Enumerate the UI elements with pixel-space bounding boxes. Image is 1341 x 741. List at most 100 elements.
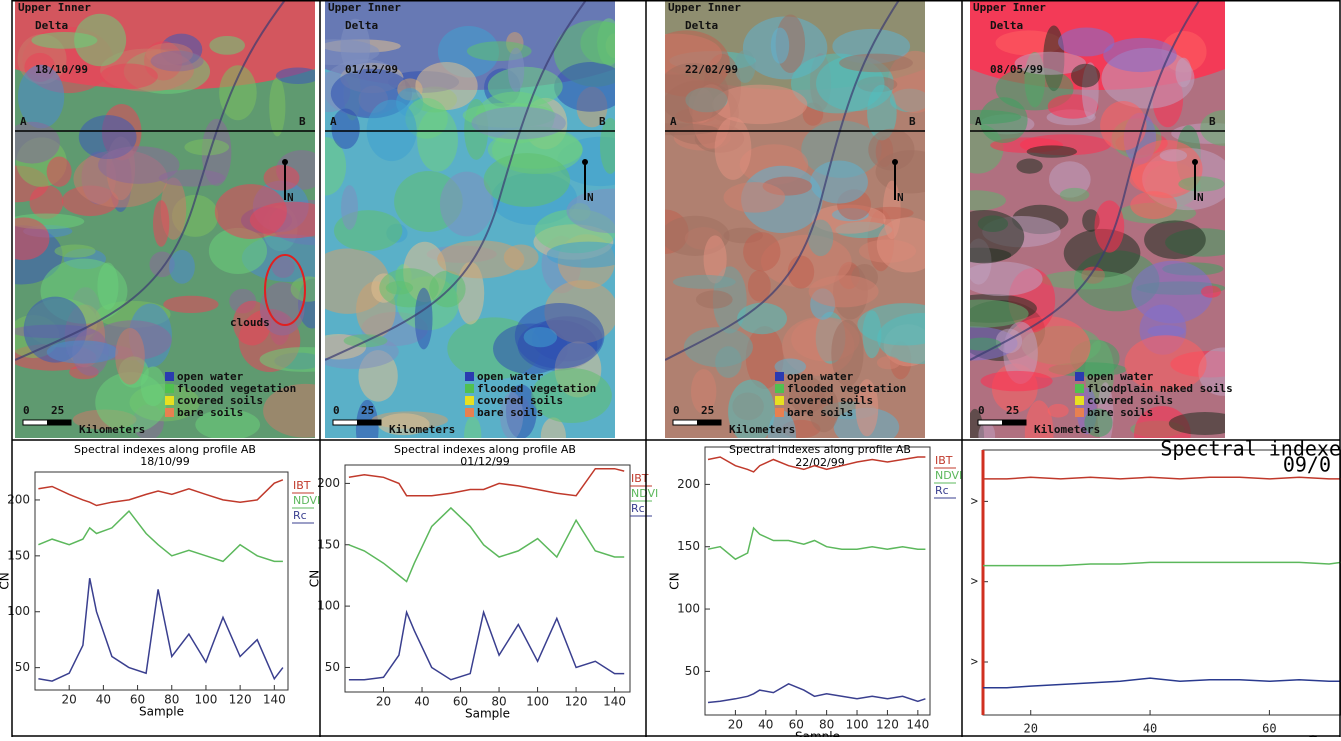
image-region [488,67,563,107]
image-region [696,290,733,308]
image-region [97,263,118,310]
legend-label: Rc [293,509,307,522]
x-tick-label: 20 [376,695,391,709]
legend-swatch [775,372,784,381]
plot-frame [345,465,630,692]
image-region [415,288,433,350]
image-region [524,327,557,347]
image-region [264,165,300,191]
x-tick-label: 120 [876,718,899,732]
legend-swatch [465,372,474,381]
scale-label: Kilometers [729,423,795,436]
image-region [1201,286,1221,298]
legend-swatch [465,396,474,405]
image-region [673,275,736,289]
legend-swatch [1075,396,1084,405]
image-region [215,184,287,239]
profile-label: A [975,115,982,128]
image-region [1200,110,1249,146]
legend-label: NDVI [293,494,320,507]
image-region [877,356,900,369]
page: Upper InnerDelta18/10/99ABNopen waterflo… [0,0,1341,737]
north-arrow-head [892,159,898,165]
image-region [839,54,913,73]
image-region [47,340,118,363]
image-region [209,36,245,55]
x-tick-label: 60 [1262,722,1276,736]
satellite-image: Upper InnerDelta01/12/99ABNopen waterflo… [267,0,673,458]
image-region [269,77,285,136]
y-tick-label: 200 [677,477,700,491]
legend-swatch [775,384,784,393]
plot-frame [705,447,930,715]
x-tick-label: 20 [728,718,743,732]
image-region [1100,101,1146,150]
image-region [1178,176,1224,191]
image-region [159,169,225,186]
image-date: 01/12/99 [345,63,398,76]
image-region [1144,220,1206,259]
x-tick-label: 40 [1143,722,1157,736]
image-region [809,275,879,307]
image-region [981,371,1053,391]
data-line [38,480,283,506]
image-region [100,63,158,88]
image-region [1160,149,1187,161]
legend-label: Rc [631,502,645,515]
image-region [341,185,358,230]
data-line [38,578,283,681]
figure: Upper InnerDelta18/10/99ABNopen waterflo… [0,0,1341,737]
legend-swatch [775,408,784,417]
legend-label: bare soils [787,406,853,419]
image-region [1103,38,1177,72]
legend-swatch [1075,372,1084,381]
x-tick-label: 140 [906,718,929,732]
scale-label: 25 [361,404,374,417]
y-tick-label: 200 [7,492,30,506]
y-tick-label: 50 [15,660,30,674]
image-title: Upper Inner [973,1,1046,14]
legend-swatch [165,384,174,393]
scale-label: 0 [978,404,985,417]
chart-title: Spectral indexes along profile AB [729,443,911,456]
north-label: N [587,191,594,204]
image-region [276,67,320,84]
profile-label: B [909,115,916,128]
satellite-image: Upper InnerDelta22/02/99ABNopen waterflo… [613,0,977,461]
y-axis-label: CN [0,572,12,589]
scale-bar [47,420,71,425]
image-title: Delta [685,19,718,32]
y-tick-label: 50 [685,664,700,678]
y-tick-label: 100 [677,602,700,616]
x-tick-label: 40 [96,693,111,707]
y-tick-label: > [971,574,978,588]
scale-label: 0 [23,404,30,417]
legend-swatch [465,408,474,417]
scale-bar [697,420,721,425]
image-region [808,220,833,257]
image-region [771,28,789,64]
image-region [291,276,327,301]
legend-label: NDVI [935,469,962,482]
data-line [983,562,1341,565]
image-region [169,250,195,284]
scale-bar [357,420,381,425]
scale-bar [1002,420,1026,425]
image-region [74,14,126,67]
image-region [580,22,629,64]
scale-label: 25 [51,404,64,417]
y-tick-label: 50 [325,660,340,674]
data-line [983,477,1341,479]
legend-label: Rc [935,484,949,497]
legend-label: bare soils [477,406,543,419]
image-region [743,232,780,271]
image-region [1027,145,1077,157]
image-region [54,244,95,257]
scale-label: 0 [673,404,680,417]
x-tick-label: 20 [62,693,77,707]
north-label: N [1197,191,1204,204]
image-date: 18/10/99 [35,63,88,76]
data-line [708,684,925,703]
